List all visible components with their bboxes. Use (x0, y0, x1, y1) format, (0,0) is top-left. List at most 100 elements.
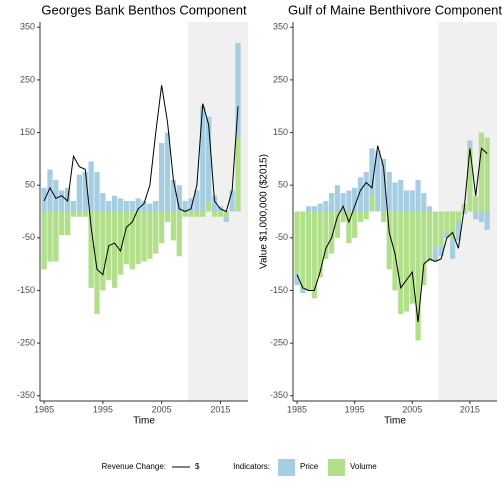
bar (59, 211, 65, 236)
legend-bar-title: Indicators: (233, 462, 270, 471)
bar (205, 116, 212, 201)
x-tick-label: 2015 (460, 404, 480, 414)
bar (170, 211, 177, 241)
bar (334, 211, 340, 238)
bar (484, 137, 490, 212)
bar (311, 206, 317, 212)
bar (188, 198, 194, 212)
bar (478, 132, 485, 212)
bar (147, 203, 153, 212)
y-tick-label: 50 (278, 180, 288, 190)
legend-label: Volume (350, 462, 377, 471)
y-tick-label: -150 (17, 285, 35, 295)
x-tick-label: 2005 (152, 404, 172, 414)
bar (76, 211, 83, 217)
bar (88, 161, 94, 212)
bar (305, 211, 312, 291)
bar (340, 211, 346, 223)
bar (323, 211, 329, 259)
bar (386, 211, 392, 270)
bar (484, 211, 490, 230)
bar (229, 190, 235, 212)
bar (111, 195, 118, 212)
bar (432, 211, 438, 249)
legend-line-title: Revenue Change: (102, 462, 167, 471)
bar (363, 211, 369, 220)
bar (409, 190, 415, 212)
bar (200, 211, 206, 217)
bar (88, 211, 94, 288)
bar (478, 211, 485, 223)
bar (444, 232, 450, 238)
bar (217, 211, 224, 217)
bar (467, 148, 473, 212)
bar (70, 200, 77, 212)
bar (444, 211, 450, 233)
bar (176, 185, 182, 212)
bar (59, 190, 65, 212)
y-axis-title: Value $1,000,000 ($2015) (259, 154, 270, 269)
bar (235, 43, 241, 138)
bar (141, 211, 147, 262)
bar (194, 211, 200, 217)
x-axis-title: Time (133, 416, 155, 427)
bar (450, 240, 456, 259)
bar (123, 211, 130, 265)
bar (235, 137, 241, 212)
bar (117, 198, 124, 212)
bar (392, 182, 398, 212)
bar (100, 193, 106, 212)
bar (386, 172, 392, 212)
y-tick-label: 350 (20, 22, 35, 32)
bar (53, 211, 59, 262)
bar (94, 172, 100, 212)
bar (129, 211, 135, 270)
bar (357, 177, 364, 212)
chart-title: Georges Bank Benthos Component (41, 2, 247, 17)
bar (164, 132, 171, 212)
bar (82, 172, 88, 212)
bar (147, 211, 153, 259)
bar (334, 185, 340, 212)
bar (76, 174, 83, 212)
bar (41, 187, 47, 212)
bar (340, 193, 346, 212)
revenue-line (296, 145, 488, 323)
bar (421, 211, 427, 286)
bar (323, 200, 329, 212)
bar (426, 206, 433, 212)
legend-key (278, 459, 295, 476)
bar (305, 206, 312, 212)
bar (188, 211, 194, 217)
bar (398, 179, 404, 212)
bar (432, 248, 438, 262)
bar (141, 200, 147, 212)
y-tick-label: 250 (20, 74, 35, 84)
bar (375, 150, 381, 212)
bar (398, 211, 404, 315)
y-tick-label: 250 (273, 74, 288, 84)
bar (135, 198, 141, 212)
bar (182, 211, 188, 217)
bar (194, 190, 200, 212)
bar (329, 211, 335, 254)
bar (135, 211, 141, 265)
x-tick-label: 1995 (93, 404, 113, 414)
bar (311, 211, 317, 299)
bar (317, 211, 323, 278)
bar (129, 200, 135, 212)
bar (467, 140, 473, 149)
legend-key (328, 459, 345, 476)
bar (438, 245, 444, 257)
bar (415, 179, 421, 212)
bar (473, 211, 479, 220)
bar (300, 287, 306, 294)
bar (205, 200, 212, 212)
bar (211, 211, 218, 217)
bar (346, 190, 352, 212)
bar (294, 211, 300, 275)
y-tick-label: 150 (273, 127, 288, 137)
x-tick-label: 1985 (287, 404, 307, 414)
bar (176, 211, 182, 257)
bar (346, 211, 352, 244)
